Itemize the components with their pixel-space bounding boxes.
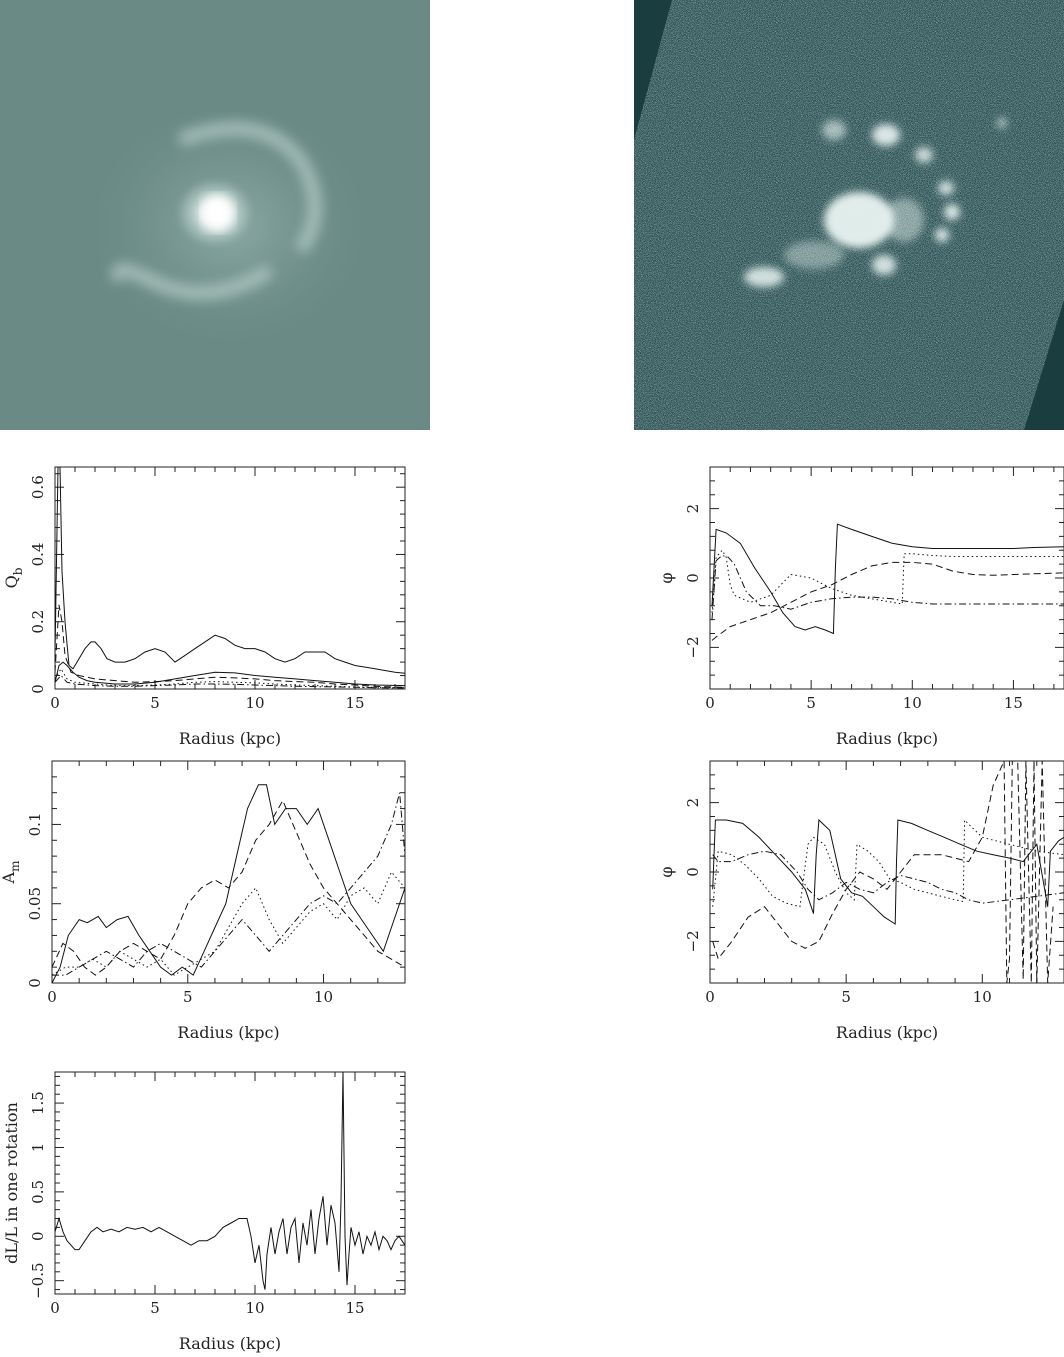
- series-line-solid: [711, 523, 1064, 635]
- y-tick-label: 0: [29, 1232, 47, 1242]
- series-line-solid: [55, 661, 405, 687]
- y-tick-label: 0.6: [29, 475, 47, 499]
- series-line-dashdot: [52, 792, 405, 976]
- x-tick-label: 10: [903, 694, 922, 712]
- y-axis-label: Am: [0, 860, 22, 885]
- y-tick-label: 1: [29, 1143, 47, 1153]
- y-tick-label: 2: [684, 504, 702, 514]
- chart-phase2: 0 5 10 −2 0 2 Radius (kpc) φ: [657, 760, 1064, 1042]
- chart-phase1: 0 5 10 15 −2 0 2 Radius (kpc) φ: [657, 466, 1064, 748]
- plot-frame: [709, 466, 1064, 690]
- series-line-solid: [712, 818, 1064, 925]
- x-tick-label: 15: [1004, 694, 1023, 712]
- y-tick-label: −2: [684, 636, 702, 658]
- x-axis-label: Radius (kpc): [179, 729, 281, 748]
- series-line-dotted: [55, 667, 405, 689]
- galaxy-near-infrared-image: [0, 0, 430, 430]
- y-axis-label: φ: [657, 572, 676, 583]
- series-line-dotted: [52, 871, 405, 976]
- x-tick-label: 5: [150, 1299, 160, 1317]
- chart-am: 0 5 10 0 0.05 0.1 Radius (kpc) Am: [0, 760, 406, 1042]
- chart-qb: 0 5 10 15 0 0.2 0.4 0.6 Radius (kpc) Qb: [2, 466, 406, 748]
- series-line-dashed: [52, 799, 405, 976]
- y-tick-label: 0.2: [29, 610, 47, 634]
- galaxy-optical-image: [634, 0, 1064, 430]
- x-axis-label: Radius (kpc): [836, 1023, 938, 1042]
- y-tick-label: 0: [684, 573, 702, 583]
- y-tick-label: 1.5: [29, 1091, 47, 1115]
- y-tick-label: 2: [684, 798, 702, 808]
- galaxy-left-svg: [0, 0, 430, 430]
- y-tick-label: 0: [26, 978, 44, 988]
- y-tick-label: 0.4: [29, 543, 47, 567]
- series-line-dotted: [711, 549, 1064, 613]
- y-tick-label: 0: [684, 867, 702, 877]
- series-line-solid: [52, 784, 405, 983]
- x-tick-label: 0: [705, 694, 715, 712]
- x-tick-label: 10: [973, 988, 992, 1006]
- x-tick-label: 15: [345, 1299, 364, 1317]
- series-line-dashdot: [55, 674, 405, 689]
- x-tick-label: 10: [314, 988, 333, 1006]
- x-axis-label: Radius (kpc): [177, 1023, 279, 1042]
- y-tick-label: 0.5: [29, 1180, 47, 1204]
- x-tick-label: 0: [47, 988, 57, 1006]
- plot-frame: [51, 760, 406, 984]
- x-tick-label: 5: [150, 694, 160, 712]
- y-tick-label: −0.5: [29, 1262, 47, 1298]
- x-tick-label: 0: [50, 1299, 60, 1317]
- y-tick-label: 0: [29, 684, 47, 694]
- y-tick-label: 0.1: [26, 812, 44, 836]
- x-tick-label: 0: [50, 694, 60, 712]
- series-line-dashdot: [712, 850, 1064, 904]
- series-line-dashed: [55, 604, 405, 688]
- x-axis-label: Radius (kpc): [179, 1334, 281, 1353]
- x-tick-label: 10: [245, 1299, 264, 1317]
- series-line-dashed: [712, 761, 1054, 983]
- y-axis-label: dL/L in one rotation: [2, 1102, 21, 1264]
- x-tick-label: 0: [705, 988, 715, 1006]
- x-tick-label: 10: [245, 694, 264, 712]
- series-line-solid: [55, 1072, 405, 1290]
- series-line-dashed: [711, 561, 1064, 641]
- galaxy-right-svg: [634, 0, 1064, 430]
- x-tick-label: 5: [183, 988, 193, 1006]
- plot-frame: [54, 1071, 406, 1295]
- y-axis-label: φ: [657, 866, 676, 877]
- x-tick-label: 15: [345, 694, 364, 712]
- series-line-dashdot: [711, 554, 1064, 620]
- series-line-solid: [55, 467, 405, 674]
- plot-frame: [54, 466, 406, 690]
- y-tick-label: −2: [684, 930, 702, 952]
- x-tick-label: 5: [841, 988, 851, 1006]
- x-tick-label: 5: [806, 694, 816, 712]
- y-tick-label: 0.05: [26, 887, 44, 920]
- y-axis-label: Qb: [2, 567, 25, 588]
- x-axis-label: Radius (kpc): [836, 729, 938, 748]
